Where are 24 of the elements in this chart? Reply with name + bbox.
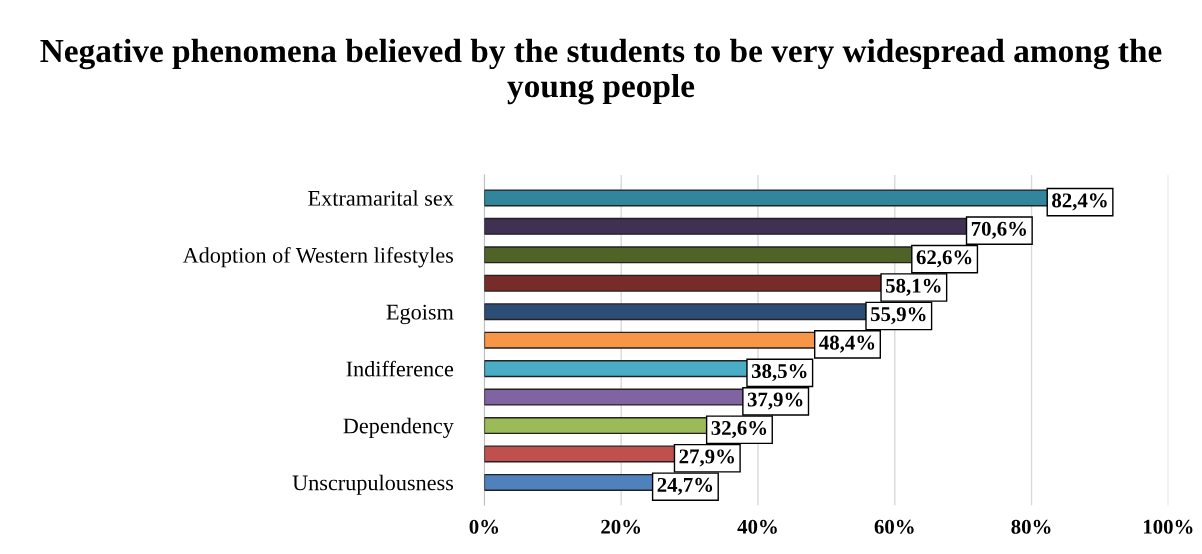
x-tick-label: 60%: [874, 519, 914, 534]
y-tick-label: Extramarital sex: [308, 190, 454, 206]
y-tick-label: Indifference: [346, 360, 454, 377]
chart-title: Negative phenomena believed by the students to be very widespread among the young people: [40, 38, 1162, 105]
data-label: 24,7%: [657, 477, 713, 495]
data-label: 32,6%: [711, 420, 767, 439]
data-label: 55,9%: [870, 307, 926, 325]
data-label: 38,5%: [751, 364, 807, 382]
x-tick-label: 40%: [737, 519, 777, 534]
x-tick-label: 0%: [469, 519, 499, 534]
y-tick-label: Adoption of Western lifestyles: [182, 246, 454, 268]
data-label: 62,6%: [916, 250, 972, 268]
data-label: 37,9%: [747, 392, 803, 410]
data-label: 48,4%: [819, 335, 875, 353]
y-tick-label: Unscrupulousness: [292, 474, 454, 495]
y-tick-label: Egoism: [386, 304, 454, 325]
x-tick-label: 80%: [1011, 519, 1051, 534]
x-tick-label: 100%: [1143, 519, 1193, 534]
data-label: 27,9%: [679, 449, 734, 467]
data-label: 58,1%: [886, 278, 941, 296]
data-label: 82,4%: [1052, 193, 1107, 211]
x-tick-label: 20%: [601, 519, 641, 534]
data-label: 70,6%: [971, 221, 1027, 239]
y-tick-label: Dependency: [343, 417, 454, 439]
